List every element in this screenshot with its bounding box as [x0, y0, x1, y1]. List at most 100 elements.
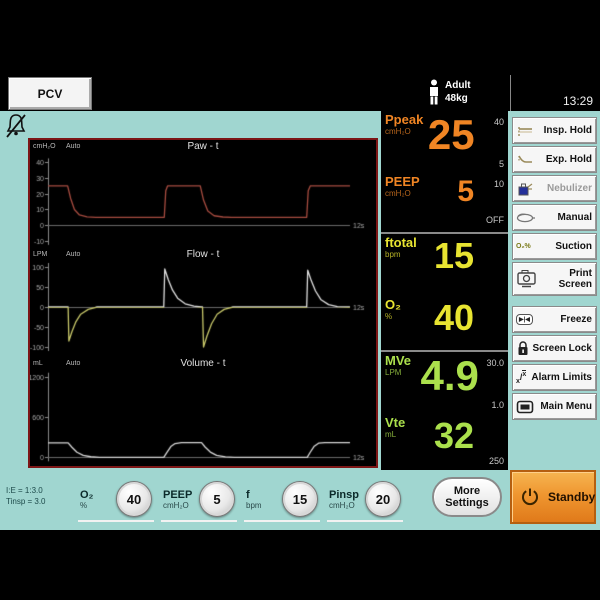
- flow-chart-title: Flow - t: [186, 249, 220, 260]
- waveform-panel: Paw - t cmH₂O Auto Flow - t LPM Auto Vol…: [28, 138, 378, 468]
- suction-icon: O₂%: [516, 243, 531, 250]
- o2-unit: %: [385, 312, 393, 321]
- timing-info: I:E = 1:3.0 Tinsp = 3.0: [6, 485, 46, 507]
- print-screen-icon: [517, 270, 536, 288]
- ppeak-label: Ppeak: [385, 112, 424, 127]
- tinsp-value: Tinsp = 3.0: [6, 497, 46, 506]
- header-bar: PCV Adult 48kg 13:29: [0, 75, 600, 111]
- o2-value: 40: [433, 297, 474, 338]
- main-menu-button[interactable]: Main Menu: [512, 393, 597, 420]
- pinsp-setting-knob[interactable]: 20: [365, 481, 401, 517]
- peep-monitor: PEEP cmH₂O 5 10 OFF: [381, 173, 508, 229]
- rate-oxygen-section[interactable]: ftotal bpm 15 O₂ % 40: [381, 234, 508, 352]
- o2-setting: O₂ % 40: [78, 479, 154, 522]
- nebulizer-icon: [518, 183, 533, 195]
- paw-scale-mode: Auto: [66, 143, 81, 150]
- standby-button[interactable]: Standby: [510, 470, 596, 524]
- screen-lock-button[interactable]: Screen Lock: [512, 335, 597, 362]
- o2-setting-value: 40: [126, 491, 142, 507]
- settings-bar: I:E = 1:3.0 Tinsp = 3.0 O₂ % 40 PEEP: [0, 470, 508, 530]
- peep-limit-low: OFF: [486, 215, 504, 225]
- peep-setting-value: 5: [213, 491, 221, 507]
- alarm-limits-button[interactable]: x/x Alarm Limits: [512, 364, 597, 391]
- volume-waveform[interactable]: Volume - t mL Auto: [30, 357, 376, 466]
- more-settings-button[interactable]: More Settings: [432, 477, 502, 517]
- freeze-button[interactable]: ▶|◀ Freeze: [512, 306, 597, 333]
- ftotal-value: 15: [433, 235, 474, 276]
- lock-icon: [518, 341, 528, 355]
- mve-limit-low: 1.0: [491, 400, 504, 410]
- vte-unit: mL: [385, 430, 397, 439]
- power-icon: [522, 488, 538, 505]
- peep-label: PEEP: [385, 174, 420, 189]
- flow-waveform[interactable]: Flow - t LPM Auto: [30, 248, 376, 357]
- paw-unit-label: cmH₂O: [33, 143, 56, 150]
- clock: 13:29: [562, 94, 593, 108]
- manual-breath-button[interactable]: Manual: [512, 204, 597, 231]
- ppeak-limit-low: 5: [498, 159, 504, 169]
- exp-hold-button[interactable]: Exp. Hold: [512, 146, 597, 173]
- peep-setting-label: PEEP: [163, 488, 193, 501]
- header-divider: [510, 75, 511, 111]
- alarm-paused-icon: [6, 114, 26, 138]
- ftotal-unit: bpm: [385, 250, 401, 259]
- rate-setting-value: 15: [292, 491, 308, 507]
- o2-setting-label: O₂: [80, 488, 94, 501]
- main-menu-icon: [516, 400, 534, 413]
- volume-chart-title: Volume - t: [180, 358, 226, 369]
- pinsp-setting: Pinsp cmH₂O 20: [327, 479, 403, 522]
- print-screen-button[interactable]: Print Screen: [512, 262, 597, 296]
- peep-setting-unit: cmH₂O: [163, 500, 189, 510]
- insp-hold-icon: [518, 126, 532, 136]
- monitored-values-panel: Ppeak cmH₂O 25 40 5 PEEP cmH₂O 5: [381, 111, 508, 470]
- pinsp-setting-value: 20: [375, 491, 391, 507]
- mve-unit: LPM: [385, 368, 402, 377]
- ppeak-unit: cmH₂O: [385, 127, 411, 136]
- peep-setting: PEEP cmH₂O 5: [161, 479, 237, 522]
- vte-label: Vte: [385, 415, 406, 430]
- freeze-icon: ▶|◀: [516, 314, 533, 325]
- sidebar: Insp. Hold Exp. Hold Nebulizer: [508, 111, 600, 530]
- manual-hand-icon: [516, 213, 535, 222]
- pressure-section[interactable]: Ppeak cmH₂O 25 40 5 PEEP cmH₂O 5: [381, 111, 508, 234]
- vte-limit-low: 250: [488, 456, 504, 466]
- o2-setting-unit: %: [80, 500, 88, 510]
- volume-section[interactable]: MVe LPM 4.9 30.0 1.0 Vte mL 32: [381, 352, 508, 467]
- insp-hold-button[interactable]: Insp. Hold: [512, 117, 597, 144]
- ppeak-monitor: Ppeak cmH₂O 25 40 5: [381, 111, 508, 173]
- patient-icon: [430, 79, 438, 105]
- mve-limit-high: 30.0: [486, 358, 504, 368]
- paw-waveform[interactable]: Paw - t cmH₂O Auto: [30, 140, 376, 248]
- pinsp-setting-label: Pinsp: [329, 488, 359, 501]
- o2-monitor: O₂ % 40: [381, 296, 508, 352]
- peep-value: 5: [457, 175, 474, 208]
- mve-monitor: MVe LPM 4.9 30.0 1.0: [381, 352, 508, 414]
- rate-setting-knob[interactable]: 15: [282, 481, 318, 517]
- ftotal-label: ftotal: [385, 235, 417, 250]
- flow-scale-mode: Auto: [66, 251, 81, 258]
- main-area: PCV Adult 48kg 13:29: [0, 75, 600, 530]
- suction-button[interactable]: O₂% Suction: [512, 233, 597, 260]
- rate-setting: f bpm 15: [244, 479, 320, 522]
- patient-weight: 48kg: [445, 93, 468, 104]
- peep-unit: cmH₂O: [385, 189, 411, 198]
- patient-type: Adult: [445, 80, 471, 91]
- alarm-limits-icon: x/x: [516, 369, 527, 385]
- volume-scale-mode: Auto: [66, 360, 81, 367]
- rate-setting-label: f: [246, 488, 250, 501]
- vte-monitor: Vte mL 32 250: [381, 414, 508, 470]
- ventilation-mode-button[interactable]: PCV: [8, 77, 92, 110]
- paw-chart-title: Paw - t: [187, 141, 219, 152]
- exp-hold-icon: [518, 155, 532, 163]
- o2-label: O₂: [385, 297, 401, 312]
- flow-unit-label: LPM: [33, 251, 48, 258]
- peep-limit-high: 10: [493, 179, 504, 189]
- setting-controls: O₂ % 40 PEEP cmH₂O 5: [78, 479, 403, 522]
- nebulizer-button[interactable]: Nebulizer: [512, 175, 597, 202]
- o2-setting-knob[interactable]: 40: [116, 481, 152, 517]
- ppeak-value: 25: [427, 111, 475, 158]
- volume-unit-label: mL: [33, 360, 43, 367]
- peep-setting-knob[interactable]: 5: [199, 481, 235, 517]
- vte-value: 32: [433, 415, 474, 456]
